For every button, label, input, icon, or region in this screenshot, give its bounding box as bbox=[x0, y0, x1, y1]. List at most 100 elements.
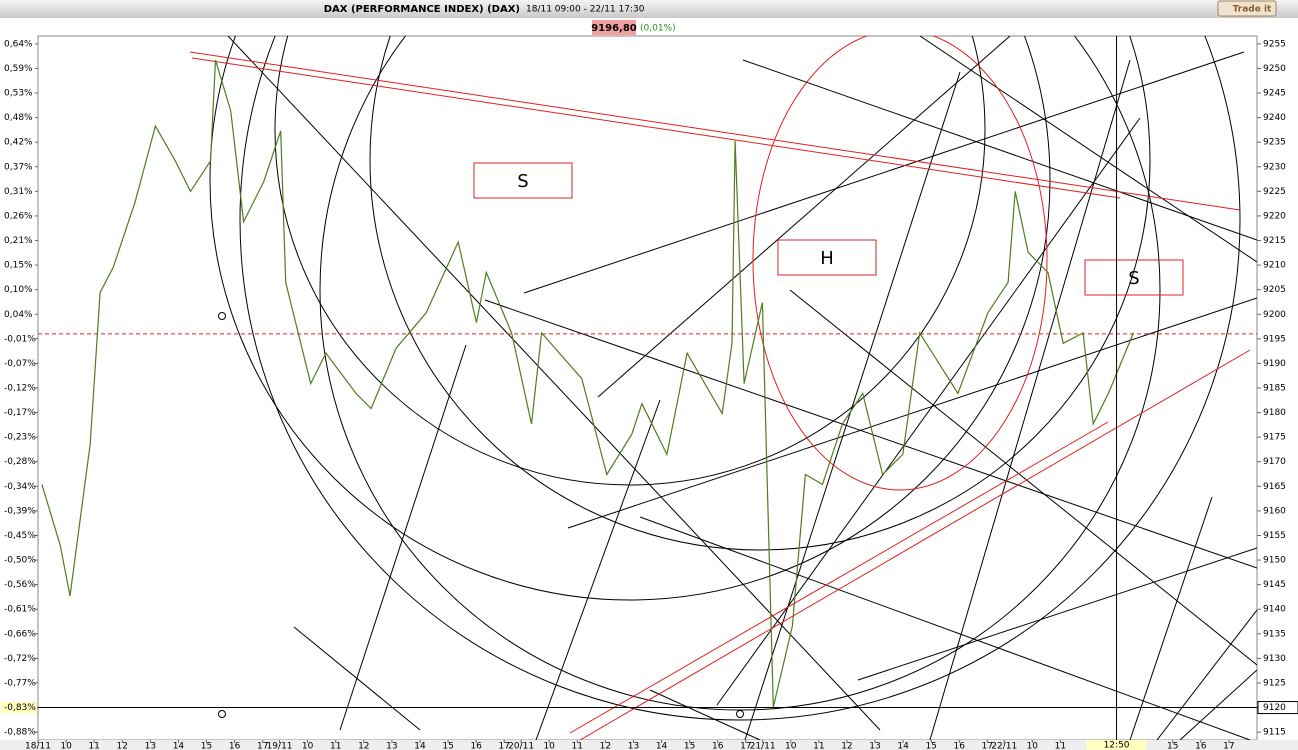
x-tick-label: 16 bbox=[954, 742, 966, 750]
handle bbox=[736, 710, 744, 718]
arc bbox=[274, 36, 986, 486]
trendline bbox=[484, 299, 1257, 569]
y-tick-label-left: -0,56% bbox=[4, 580, 36, 590]
y-tick-label-left: -0,28% bbox=[4, 457, 36, 467]
x-tick-label: 12 bbox=[600, 742, 611, 750]
y-tick-label-left: -0,61% bbox=[4, 605, 36, 615]
y-tick-label-left: -0,88% bbox=[4, 728, 36, 738]
y-tick-label-left: -0,34% bbox=[4, 482, 36, 492]
trendline bbox=[293, 626, 421, 731]
y-tick-label: 9165 bbox=[1263, 482, 1286, 492]
trendline bbox=[1179, 669, 1257, 740]
x-tick-label: 10 bbox=[302, 742, 314, 750]
h-cursor-left-label: -0,83% bbox=[4, 703, 36, 713]
h-cursor-label-bg bbox=[1257, 701, 1298, 715]
y-tick-label-left: -0,77% bbox=[4, 678, 36, 688]
x-tick-label: 16 bbox=[1195, 742, 1207, 750]
x-tick-label: 14 bbox=[173, 742, 185, 750]
price: 9196,80 bbox=[591, 23, 637, 34]
x-tick-label: 10 bbox=[785, 742, 797, 750]
v-cursor-label: 12:50 bbox=[1104, 741, 1130, 750]
handle bbox=[218, 312, 226, 320]
trendline bbox=[742, 59, 1257, 241]
x-tick-label: 21/11 bbox=[750, 742, 776, 750]
x-tick-label: 16 bbox=[229, 742, 241, 750]
trendline bbox=[857, 547, 1257, 681]
y-tick-label-left: 0,53% bbox=[4, 89, 33, 99]
y-tick-label-left: 0,42% bbox=[4, 138, 33, 148]
arc bbox=[239, 36, 1241, 721]
y-tick-label: 9150 bbox=[1263, 556, 1286, 566]
price-box bbox=[592, 20, 636, 35]
h-cursor-left-bg bbox=[1, 701, 37, 714]
y-tick-label: 9210 bbox=[1263, 261, 1286, 271]
y-tick-label: 9130 bbox=[1263, 654, 1286, 664]
y-tick-label-left: 0,15% bbox=[4, 261, 33, 271]
y-tick-label: 9195 bbox=[1263, 334, 1286, 344]
x-tick-label: 15 bbox=[1167, 742, 1178, 750]
y-tick-label: 9175 bbox=[1263, 433, 1286, 443]
y-tick-label-left: 0,37% bbox=[4, 162, 33, 172]
x-axis-strip bbox=[0, 740, 1298, 750]
y-tick-label: 9235 bbox=[1263, 138, 1286, 148]
x-tick-label: 11 bbox=[572, 742, 583, 750]
arc bbox=[369, 36, 1151, 551]
y-tick-label-left: 0,31% bbox=[4, 187, 33, 197]
x-tick-label: 15 bbox=[442, 742, 453, 750]
annotation: S bbox=[1128, 268, 1139, 289]
x-tick-label: 17 bbox=[257, 742, 268, 750]
x-tick-label: 16 bbox=[470, 742, 482, 750]
x-tick-label: 14 bbox=[656, 742, 668, 750]
y-tick-label-left: -0,39% bbox=[4, 506, 36, 516]
y-tick-label-left: -0,23% bbox=[4, 433, 36, 443]
x-tick-label: 17 bbox=[740, 742, 751, 750]
title-bar bbox=[0, 0, 1298, 18]
x-tick-label: 13 bbox=[628, 742, 639, 750]
x-tick-label: 15 bbox=[684, 742, 695, 750]
x-tick-label: 14 bbox=[414, 742, 426, 750]
x-tick-label: 22/11 bbox=[991, 742, 1017, 750]
y-tick-label-left: 0,59% bbox=[4, 64, 33, 74]
y-tick-label-left: 0,04% bbox=[4, 310, 33, 320]
trade-button[interactable] bbox=[1217, 0, 1277, 17]
y-tick-label: 9240 bbox=[1263, 113, 1286, 123]
trendline bbox=[523, 51, 1245, 294]
trendline bbox=[929, 59, 1131, 740]
x-tick-label: 12 bbox=[841, 742, 852, 750]
x-tick-label: 13 bbox=[386, 742, 397, 750]
y-tick-label: 9230 bbox=[1263, 162, 1286, 172]
trendline bbox=[744, 71, 961, 740]
y-tick-label-left: -0,07% bbox=[4, 359, 36, 369]
y-tick-label: 9140 bbox=[1263, 605, 1286, 615]
price-line bbox=[41, 59, 1134, 708]
v-cursor-label-bg bbox=[1086, 740, 1147, 750]
y-tick-label-left: -0,72% bbox=[4, 654, 36, 664]
trendline bbox=[535, 399, 661, 740]
annotation: H bbox=[820, 248, 834, 269]
annotation-box bbox=[473, 162, 573, 199]
red-trendline bbox=[579, 349, 1251, 740]
x-tick-label: 16 bbox=[712, 742, 724, 750]
x-tick-label: 13 bbox=[869, 742, 880, 750]
x-tick-label: 13 bbox=[145, 742, 156, 750]
trade-button-label[interactable]: Trade it bbox=[1233, 5, 1272, 15]
y-tick-label: 9145 bbox=[1263, 580, 1286, 590]
y-tick-label-left: -0,17% bbox=[4, 408, 36, 418]
y-tick-label-left: -0,01% bbox=[4, 334, 36, 344]
trendline bbox=[789, 289, 1257, 666]
y-tick-label: 9205 bbox=[1263, 285, 1286, 295]
x-tick-label: 10 bbox=[1027, 742, 1039, 750]
red-ellipse bbox=[752, 36, 1048, 491]
y-tick-label: 9225 bbox=[1263, 187, 1286, 197]
y-tick-label-left: 0,21% bbox=[4, 236, 33, 246]
trendline bbox=[1156, 609, 1257, 740]
y-tick-label: 9250 bbox=[1263, 64, 1286, 74]
y-tick-label: 9180 bbox=[1263, 408, 1286, 418]
x-tick-label: 20/11 bbox=[508, 742, 534, 750]
x-tick-label: 17 bbox=[499, 742, 510, 750]
title: DAX (PERFORMANCE INDEX) (DAX) bbox=[324, 4, 520, 15]
trendline bbox=[567, 297, 1257, 529]
annotation: S bbox=[517, 171, 528, 192]
y-tick-label: 9155 bbox=[1263, 531, 1286, 541]
